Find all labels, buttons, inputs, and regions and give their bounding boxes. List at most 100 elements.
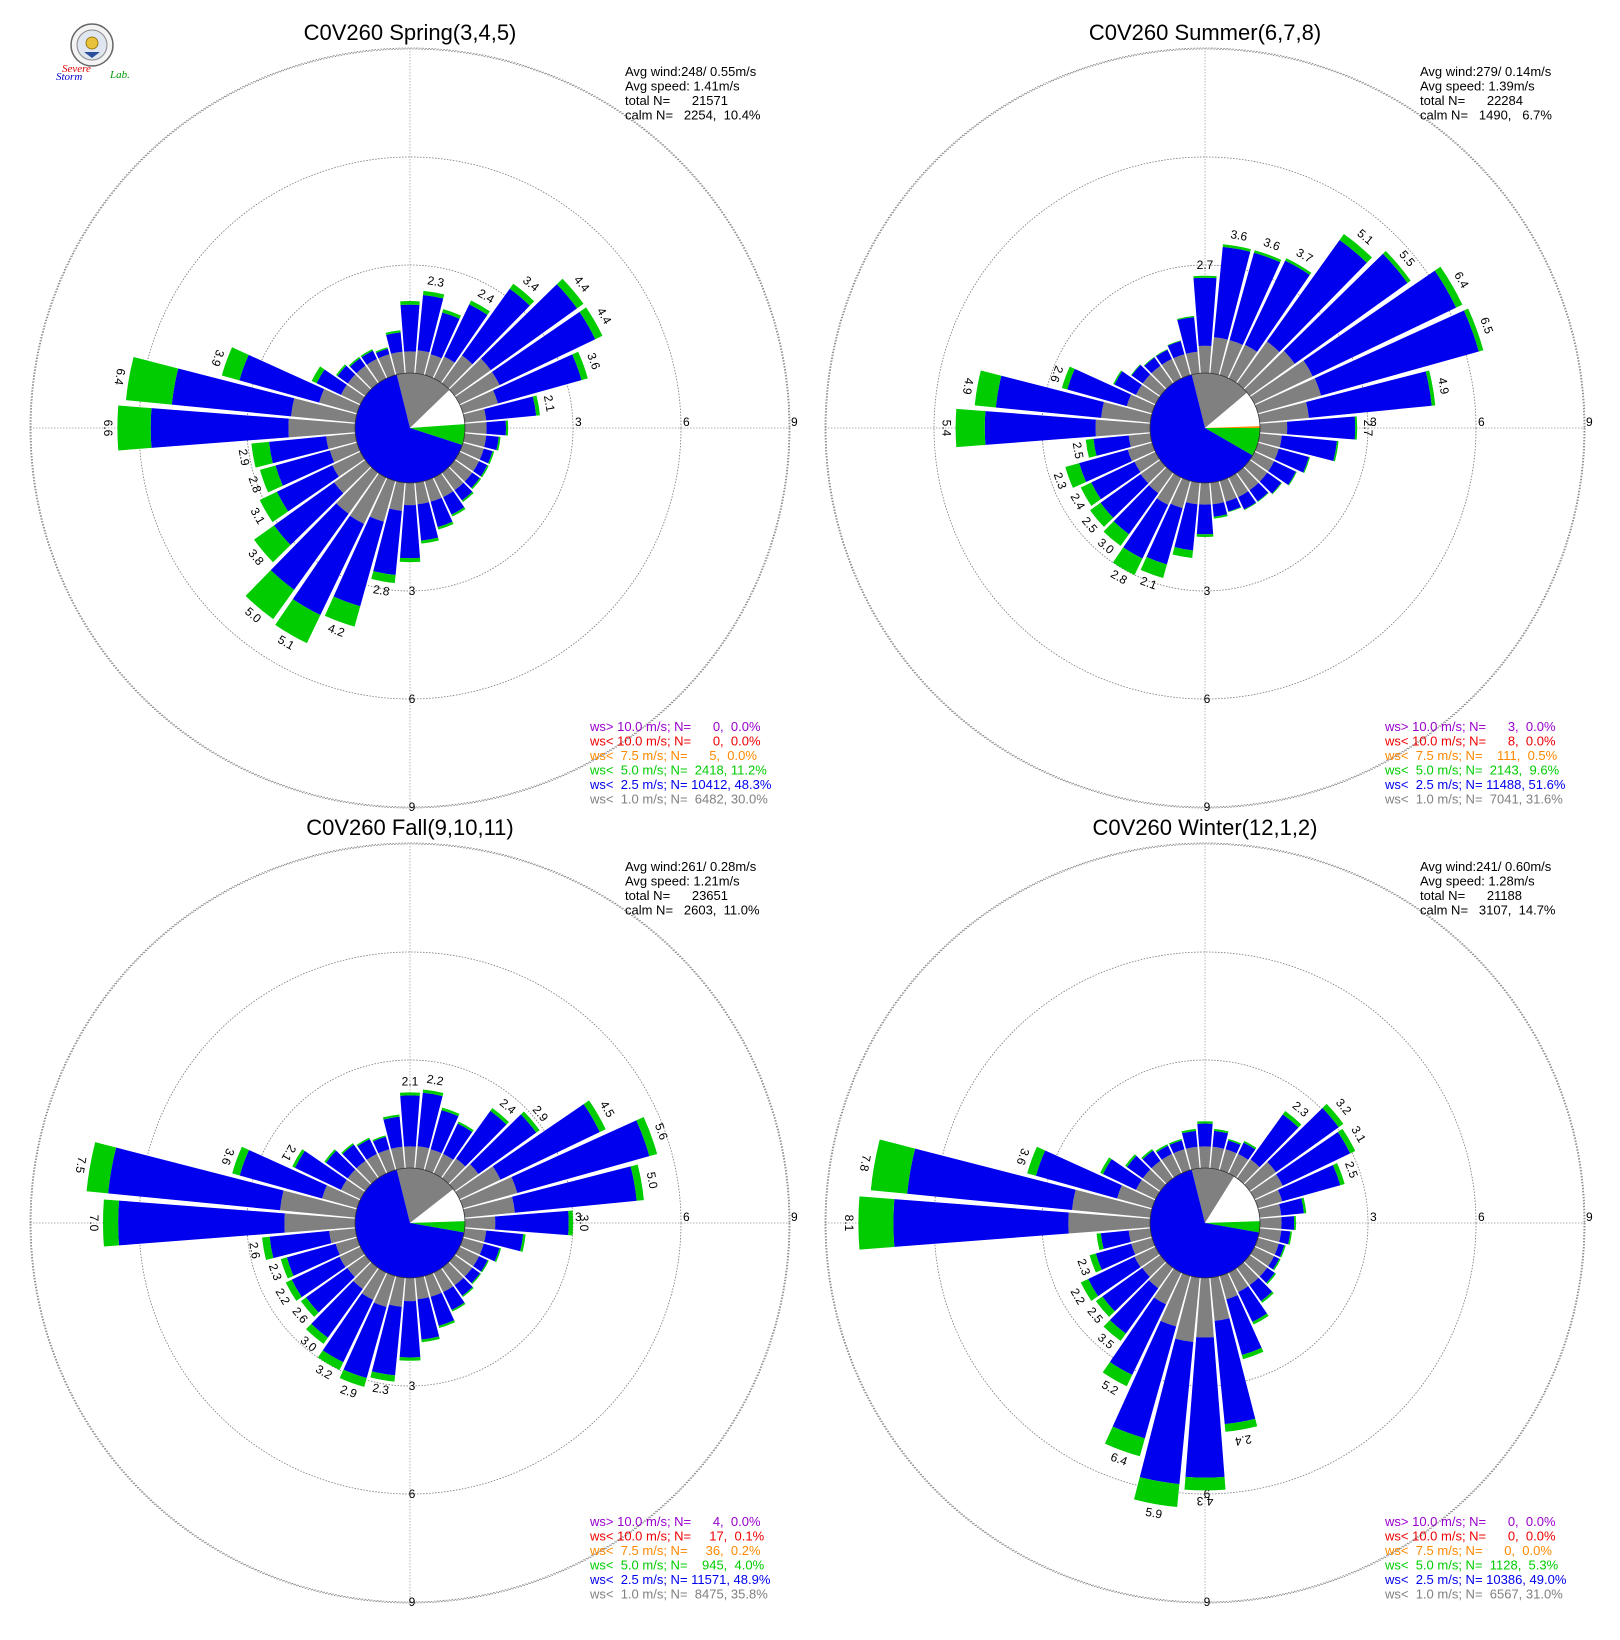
legend-entry-blue: ws< 2.5 m/s; N= 10386, 49.0% [1384,1572,1567,1587]
direction-bar [463,395,540,423]
bar-segment-gray [1185,351,1200,375]
bar-segment-blue [1274,1243,1285,1258]
bar-segment-blue [444,304,488,363]
bar-segment-blue [399,1300,421,1358]
direction-bar [356,1137,387,1178]
bar-segment-blue [1212,1130,1229,1149]
bar-segment-green [1131,364,1141,376]
direction-bar [424,1273,456,1328]
bar-segment-gray [1196,1277,1214,1338]
ring-label-east: 3 [1370,1210,1377,1224]
bar-segment-gray [340,1179,365,1200]
direction-bar [385,330,405,375]
bar-segment-gray [455,451,480,472]
bar-segment-blue [417,1092,443,1149]
legend-entry-blue: ws< 2.5 m/s; N= 11571, 48.9% [589,1572,771,1587]
direction-bar [1244,250,1411,396]
bar-segment-blue [1102,1267,1150,1312]
calm-circle [354,372,466,484]
bar-segment-gray [378,354,396,378]
direction-bar [460,1116,658,1209]
chart-title: C0V260 Spring(3,4,5) [304,20,517,45]
bar-segment-green [461,491,474,502]
bar-segment-gray [442,1158,466,1184]
direction-bar [460,351,588,414]
bar-segment-gray [390,1146,405,1170]
bar-segment-blue [1100,474,1149,518]
bar-segment-blue [479,1243,500,1262]
direction-bar [415,1276,440,1343]
bar-value-label: 2.1 [541,394,558,413]
legend-entry-blue: ws< 2.5 m/s; N= 10412, 48.3% [589,777,772,792]
bar-segment-blue [1185,1337,1225,1478]
bar-segment-blue [417,1297,440,1340]
panels-container: 3 3 6 6 9 9 2.3 2.4 3.4 4.44.4 3.6 2.1 2.8 4.2 5.1 5.0 3… [29,20,1593,1609]
bar-segment-green [336,364,347,377]
bar-segment-blue [1268,461,1296,485]
bar-segment-blue [1276,1132,1351,1186]
bar-segment-blue [1250,1114,1299,1168]
bar-segment-blue [1279,435,1337,461]
bar-segment-green [481,1260,489,1273]
bar-segment-green [1333,440,1339,462]
direction-bar [449,1111,540,1191]
bar-segment-gray [1134,1246,1160,1268]
direction-bar [455,1100,606,1200]
stats-line: Avg speed: 1.39m/s [1420,79,1535,94]
direction-bar [1141,1149,1173,1184]
bar-segment-blue [1279,1198,1304,1216]
bar-segment-gray [339,1246,365,1268]
bar-segment-blue [430,497,453,528]
bar-segment-green [1303,457,1310,474]
bar-segment-gray [1258,433,1282,448]
bar-value-label: 4.4 [594,305,615,327]
bar-segment-blue [1238,1286,1267,1322]
bar-segment-green [505,420,509,436]
bar-segment-gray [347,374,371,396]
bar-segment-gray [332,451,365,477]
legend-entry-purple: ws> 10.0 m/s; N= 0, 0.0% [1384,1514,1556,1529]
direction-bar [372,1135,396,1173]
bar-segment-green [1096,1233,1104,1251]
bar-segment-green [1339,233,1372,263]
bar-segment-gray [1259,1217,1282,1229]
bar-segment-gray [347,1169,371,1191]
bar-segment-green [471,477,482,490]
bar-value-label: 4.4 [571,273,593,295]
calm-circle-outline [1149,1167,1261,1279]
bar-segment-gray [1228,473,1249,498]
bar-segment-gray [1127,442,1155,462]
direction-bar [1061,366,1155,414]
bar-segment-green [1213,514,1228,519]
bar-value-label: 4.2 [326,621,347,640]
bar-segment-gray [433,1268,454,1293]
stats-line: Avg speed: 1.21m/s [625,874,740,889]
bar-segment-blue [454,482,473,501]
bar-value-label: 5.4 [939,420,953,437]
bar-segment-blue [1225,1140,1241,1154]
bar-segment-green [1288,471,1297,486]
direction-bar [1184,1277,1226,1491]
bar-segment-green [457,1121,474,1132]
legend-entry-red: ws< 10.0 m/s; N= 0, 0.0% [1384,1529,1556,1544]
bar-segment-green [275,599,321,644]
bar-segment-blue [473,1256,488,1272]
bar-segment-gray [1151,365,1173,389]
bar-segment-blue [108,1147,284,1211]
ring-label-east: 3 [575,415,582,429]
direction-bar [1100,1157,1160,1200]
bar-segment-green [556,278,584,309]
bar-segment-green [437,521,454,530]
bar-segment-blue [1155,349,1172,365]
direction-bar [1080,1246,1160,1301]
bar-segment-blue [430,312,460,359]
bar-segment-blue [1079,449,1132,482]
bar-segment-blue [1156,1145,1172,1160]
direction-bar [339,1273,396,1387]
calm-wedge-gray [396,1168,454,1223]
legend-entry-green: ws< 5.0 m/s; N= 1128, 5.3% [1384,1558,1559,1573]
bar-segment-green [1463,308,1484,352]
direction-bar [1259,416,1358,440]
calm-wedge-blue [1150,1169,1260,1278]
direction-bar [1244,1255,1277,1285]
